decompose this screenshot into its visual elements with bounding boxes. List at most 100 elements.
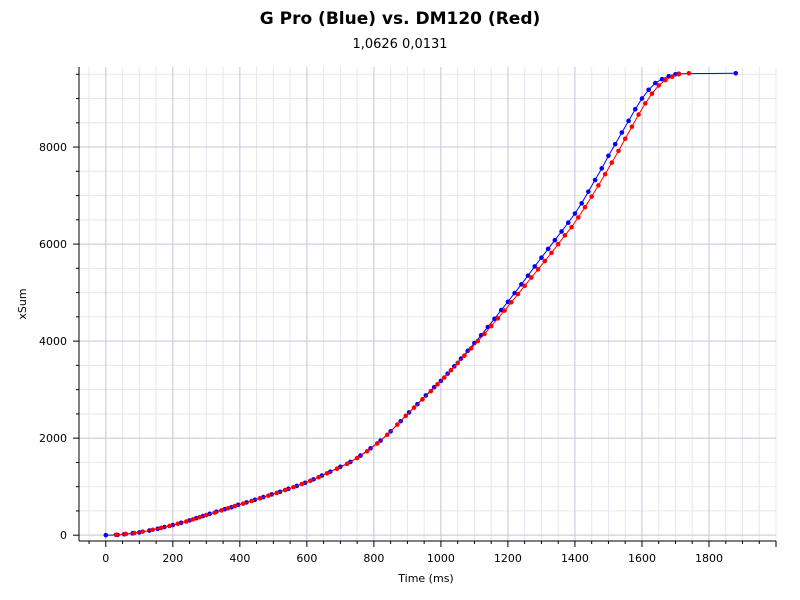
data-point (522, 283, 527, 289)
data-point (629, 124, 635, 129)
data-point (299, 481, 305, 487)
data-point (575, 215, 581, 220)
data-point (488, 323, 494, 329)
data-point (646, 87, 651, 93)
data-point (676, 71, 682, 77)
y-tick-label: 0 (60, 529, 67, 542)
data-point (606, 153, 611, 159)
data-point (639, 96, 645, 101)
data-point (334, 466, 340, 472)
x-tick-label: 400 (229, 552, 250, 565)
data-point (420, 397, 425, 402)
y-tick-label: 2000 (39, 432, 67, 445)
data-point (274, 490, 280, 496)
data-point (559, 229, 564, 234)
data-point (435, 381, 440, 387)
data-point (602, 171, 608, 177)
data-point (542, 258, 548, 264)
data-point (395, 422, 400, 427)
y-axis-label: xSum (16, 288, 29, 319)
data-point (197, 514, 202, 520)
data-point (535, 267, 541, 272)
data-point (626, 118, 631, 124)
data-point (324, 471, 330, 476)
data-point (539, 255, 544, 260)
data-point (549, 250, 554, 256)
data-point (482, 331, 487, 337)
data-point (649, 91, 655, 96)
data-point (622, 136, 628, 142)
x-tick-label: 1600 (628, 552, 656, 565)
data-point (190, 517, 196, 522)
data-point (219, 508, 224, 513)
x-axis-label: Time (ms) (397, 572, 453, 585)
data-point (616, 148, 621, 154)
data-point (515, 291, 521, 297)
data-point (663, 77, 668, 83)
data-point (502, 308, 507, 313)
data-point (495, 316, 501, 321)
data-point (643, 101, 648, 106)
data-point (403, 413, 409, 419)
data-point (364, 448, 370, 454)
data-point (113, 532, 119, 538)
y-tick-label: 8000 (39, 141, 67, 154)
data-point (552, 237, 558, 243)
series-line (115, 72, 689, 536)
data-point (545, 246, 551, 252)
data-point (529, 275, 534, 280)
data-point (686, 71, 692, 76)
chart-subtitle: 1,0626 0,0131 (352, 37, 448, 52)
series-red (113, 71, 692, 538)
data-point (555, 241, 561, 247)
data-point (569, 224, 574, 230)
data-point (103, 532, 109, 538)
data-point (131, 530, 137, 536)
x-tick-label: 200 (162, 552, 183, 565)
data-series (103, 71, 739, 538)
data-point (441, 375, 447, 380)
data-point (428, 388, 434, 394)
data-point (183, 519, 189, 524)
data-point (150, 527, 156, 533)
data-point (475, 338, 481, 344)
data-point (589, 194, 594, 199)
data-point (592, 177, 598, 183)
data-point (609, 160, 615, 165)
data-point (282, 487, 288, 493)
data-point (225, 505, 231, 511)
data-point (307, 478, 313, 484)
data-point (733, 71, 739, 76)
data-point (266, 493, 271, 498)
data-point (354, 455, 360, 461)
data-point (619, 130, 625, 135)
axes (73, 67, 777, 547)
data-point (599, 166, 605, 171)
x-tick-label: 1000 (427, 552, 455, 565)
x-tick-label: 1200 (494, 552, 522, 565)
y-tick-label: 6000 (39, 238, 67, 251)
data-point (565, 220, 571, 226)
data-point (596, 183, 601, 188)
plot-area (79, 67, 776, 541)
data-point (653, 80, 658, 86)
x-tick-label: 600 (296, 552, 317, 565)
data-point (636, 112, 641, 117)
x-tick-label: 1400 (561, 552, 589, 565)
data-point (656, 83, 662, 88)
data-point (632, 106, 638, 112)
data-point (562, 233, 568, 238)
data-point (525, 273, 531, 278)
chart-title: G Pro (Blue) vs. DM120 (Red) (259, 9, 541, 29)
data-point (212, 510, 218, 515)
data-point (532, 264, 538, 269)
data-point (411, 405, 417, 410)
data-point (232, 503, 238, 509)
data-point (669, 74, 675, 80)
data-point (468, 346, 474, 351)
data-point (158, 525, 164, 531)
x-tick-label: 1800 (695, 552, 723, 565)
data-point (249, 498, 254, 504)
grid (79, 67, 777, 541)
